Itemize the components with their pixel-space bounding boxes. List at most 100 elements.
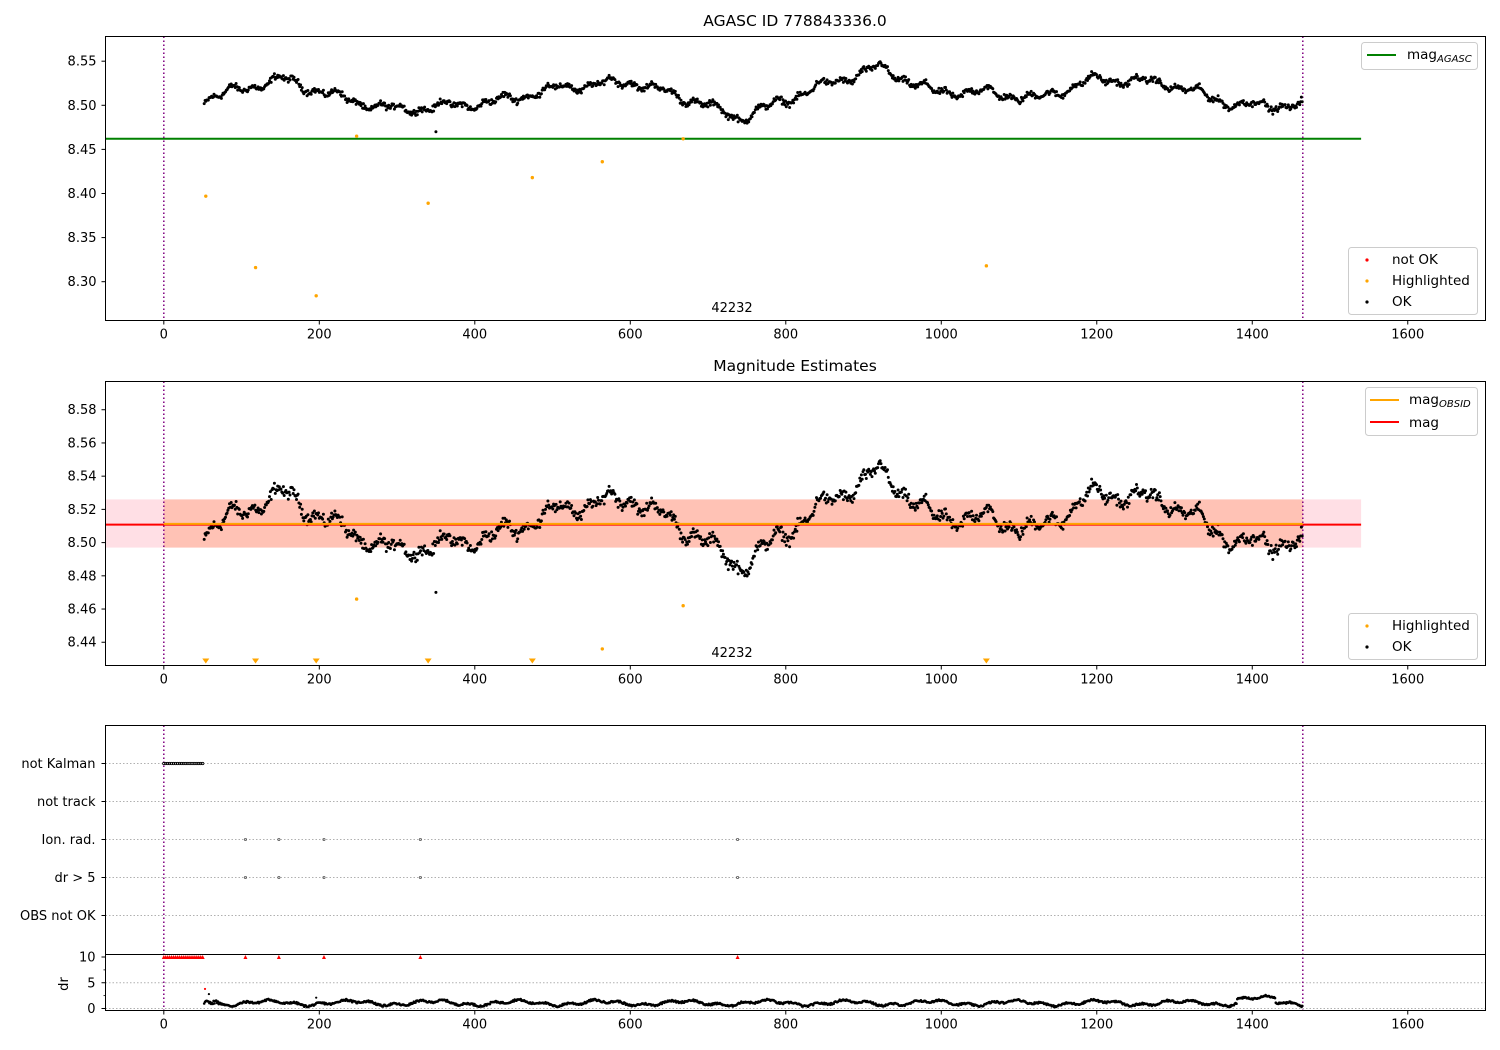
ok-point: [1289, 547, 1293, 551]
ok-point: [484, 98, 488, 101]
ok-point: [1081, 84, 1085, 88]
ok-point: [437, 541, 440, 544]
y-tick-label: 8.52: [68, 503, 97, 518]
ok-point: [1249, 538, 1253, 541]
ok-point: [712, 540, 716, 544]
ok-point: [321, 88, 325, 92]
ok-point: [788, 545, 792, 549]
x-tick-label: 200: [307, 328, 332, 343]
ok-point: [1277, 547, 1280, 551]
ok-point: [1234, 541, 1238, 545]
ok-point: [711, 530, 715, 534]
ok-point: [735, 563, 738, 567]
ok-point: [1025, 516, 1029, 520]
legend-mag-obsid: magOBSID: [1409, 392, 1471, 410]
ok-point: [830, 502, 834, 506]
ok-point: [721, 552, 725, 556]
ok-point: [977, 519, 981, 523]
ok-point: [487, 99, 491, 103]
ok-point: [570, 84, 574, 88]
ok-point: [343, 94, 347, 98]
ok-point: [748, 566, 752, 570]
legend-ok-marker: [1365, 300, 1369, 304]
ok-point: [468, 544, 472, 547]
ok-point: [631, 500, 635, 504]
ok-point: [967, 511, 971, 515]
ok-point: [944, 507, 947, 511]
ok-point: [1135, 483, 1138, 486]
ok-point: [595, 502, 599, 506]
ok-point: [317, 88, 320, 91]
ok-point: [1168, 513, 1172, 517]
ok-point: [730, 559, 734, 563]
panel2-obsid-label: 42232: [711, 646, 752, 661]
ok-point: [1063, 94, 1067, 98]
x-tick-label: 1400: [1236, 673, 1269, 688]
ok-point: [246, 515, 249, 519]
ok-point: [387, 103, 391, 107]
panel3-frame: [105, 725, 1486, 1011]
ok-point: [374, 544, 378, 548]
y-tick-label: 8.45: [68, 143, 97, 158]
ok-point: [795, 97, 799, 101]
ok-point: [434, 130, 438, 134]
panel1-obsid-label: 42232: [711, 301, 752, 316]
ok-point: [1117, 497, 1120, 501]
not-kalman-flag-marker: [191, 761, 195, 766]
ok-point: [410, 557, 414, 560]
y-tick-label: 8.46: [68, 603, 97, 618]
ok-point: [291, 492, 295, 495]
flag-marker: [418, 838, 422, 842]
ok-point: [750, 562, 754, 566]
ok-point: [1081, 504, 1085, 507]
ok-point: [1074, 506, 1078, 510]
ok-point: [783, 540, 787, 544]
ok-point: [376, 540, 380, 544]
ok-point: [344, 97, 348, 101]
ok-point: [1196, 502, 1200, 506]
ok-point: [1015, 528, 1018, 532]
ok-point: [344, 528, 348, 532]
ok-point: [672, 517, 676, 521]
x-tick-label: 1400: [1236, 1018, 1269, 1033]
ok-point: [597, 498, 600, 502]
ok-point: [720, 555, 724, 559]
ok-point: [415, 113, 419, 117]
dr-capped-marker: [321, 955, 326, 959]
ok-point: [730, 113, 734, 117]
panel3-plot-area: [105, 725, 1486, 1011]
ok-point: [971, 514, 975, 518]
ok-point: [784, 532, 787, 536]
dr-tick-label: 0: [87, 1002, 95, 1017]
ok-point: [460, 105, 464, 109]
ok-point: [246, 88, 250, 92]
ok-point: [1297, 537, 1301, 540]
ok-point: [432, 552, 436, 555]
ok-point: [1115, 503, 1119, 507]
ok-point: [1158, 495, 1162, 499]
ok-point: [1029, 89, 1033, 93]
ok-point: [878, 459, 882, 463]
ok-point: [988, 505, 992, 509]
ok-point: [312, 509, 316, 513]
ok-point: [286, 497, 290, 501]
ok-point: [383, 537, 387, 541]
ok-point: [202, 537, 206, 541]
ok-point: [515, 540, 519, 543]
y-tick-label: 8.30: [68, 275, 97, 290]
ok-point: [895, 495, 898, 499]
x-tick-label: 0: [160, 673, 168, 688]
ok-point: [1202, 517, 1206, 521]
ok-point: [591, 84, 595, 88]
ok-point: [1072, 506, 1076, 510]
ok-point: [769, 541, 773, 545]
ok-point: [1155, 496, 1159, 500]
dr-point: [315, 996, 318, 999]
ok-point: [907, 492, 911, 496]
ok-point: [1230, 547, 1234, 551]
ok-point: [444, 535, 448, 539]
ok-point: [937, 86, 941, 90]
ok-point: [1021, 532, 1025, 536]
ok-point: [1104, 502, 1107, 506]
ok-point: [1201, 515, 1205, 519]
